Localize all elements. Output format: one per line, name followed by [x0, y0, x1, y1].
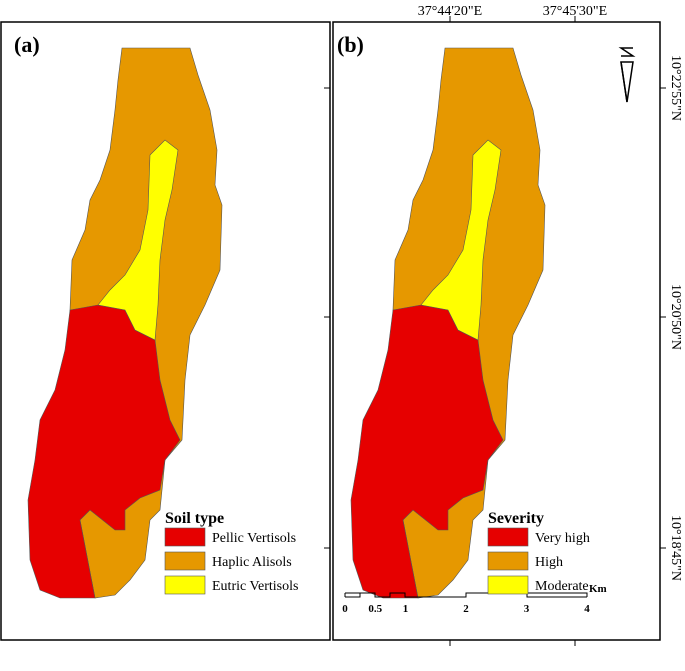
scale-label: 0.5 — [368, 603, 382, 615]
legend-label: Haplic Alisols — [212, 555, 292, 570]
longitude-label: 37°45'30"E — [543, 4, 607, 19]
scale-unit: Km — [589, 583, 607, 595]
scale-label: 1 — [403, 603, 409, 615]
legend-label: Pellic Vertisols — [212, 531, 296, 546]
graticule-ticks — [324, 16, 666, 646]
legend-title: Soil type — [165, 510, 224, 527]
legend-swatch — [487, 575, 529, 595]
north-arrow — [618, 47, 636, 103]
legend-swatch — [164, 575, 206, 595]
legend-label: Moderate — [535, 579, 589, 594]
legend-label: Eutric Vertisols — [212, 579, 298, 594]
latitude-label: 10°18'45"N — [668, 515, 683, 581]
panel-label: (b) — [337, 32, 364, 57]
legend-label: Very high — [535, 531, 590, 546]
legend-swatch — [487, 527, 529, 547]
scale-label: 2 — [463, 603, 469, 615]
latitude-label: 10°20'50"N — [668, 284, 683, 350]
legend-swatch — [487, 551, 529, 571]
panel-frame — [0, 21, 331, 641]
longitude-label: 37°44'20"E — [418, 4, 482, 19]
panel-frame — [332, 21, 661, 641]
scale-label: 4 — [584, 603, 590, 615]
scale-label: 0 — [342, 603, 348, 615]
legend-swatch — [164, 527, 206, 547]
legend-label: High — [535, 555, 563, 570]
panel-label: (a) — [14, 32, 40, 57]
scale-label: 3 — [524, 603, 530, 615]
latitude-label: 10°22'55"N — [668, 55, 683, 121]
legend-swatch — [164, 551, 206, 571]
legend-title: Severity — [488, 510, 544, 527]
